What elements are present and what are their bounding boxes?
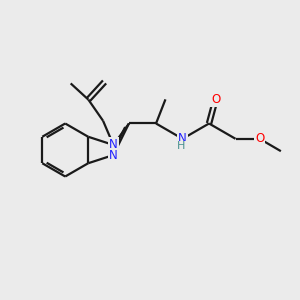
Text: H: H [177,141,185,151]
Text: N: N [109,138,118,152]
Text: O: O [211,93,220,106]
Text: N: N [178,132,187,145]
Text: O: O [255,132,264,145]
Text: N: N [109,148,118,162]
